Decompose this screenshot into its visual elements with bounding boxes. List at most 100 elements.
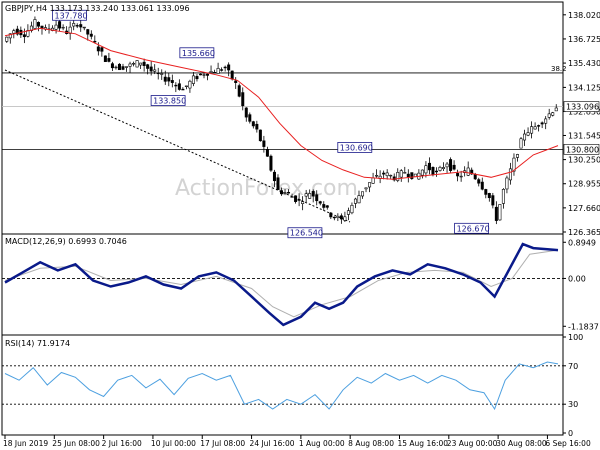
candle-body: [237, 85, 241, 97]
price-tick-label: 131.545: [568, 131, 600, 140]
candle-body: [110, 63, 114, 69]
candle-body: [339, 215, 343, 220]
candle-body: [297, 199, 301, 201]
candle-body: [262, 140, 266, 147]
rsi-line: [4, 361, 559, 411]
time-tick-label: 8 Aug 08:00: [348, 439, 394, 448]
candle-body: [181, 88, 185, 91]
macd-tick-label: -1.1837: [568, 322, 599, 331]
candle-body: [477, 179, 481, 184]
candle-body: [195, 76, 199, 80]
macd-header: MACD(12,26,9) 0.6993 0.7046: [5, 237, 127, 246]
candle-body: [350, 204, 354, 214]
candle-body: [128, 63, 132, 67]
candle-body: [269, 155, 273, 171]
candle-body: [431, 166, 435, 175]
candle-body: [107, 58, 111, 62]
candle-body: [22, 34, 26, 38]
candle-body: [202, 74, 206, 76]
price-tick-label: 138.020: [568, 11, 600, 20]
candle-body: [139, 62, 143, 66]
candle-body: [283, 192, 287, 194]
candle-body: [438, 166, 442, 171]
candle-body: [174, 84, 178, 87]
candle-body: [146, 64, 150, 69]
candle-body: [121, 66, 125, 70]
candle-body: [353, 198, 357, 204]
time-tick-label: 17 Jul 08:00: [200, 439, 245, 448]
candle-body: [167, 77, 171, 82]
time-axis: 18 Jun 2019 25 Jun 08:00 2 Jul 16:00 10 Jul…: [3, 435, 591, 448]
candle-body: [311, 191, 315, 197]
candle-body: [287, 191, 291, 194]
candle-body: [399, 170, 403, 178]
candle-body: [396, 172, 400, 181]
candle-body: [540, 122, 544, 125]
candle-body: [12, 30, 16, 34]
candle-body: [198, 73, 202, 76]
candle-body: [29, 25, 33, 31]
candle-body: [544, 118, 548, 124]
candle-body: [79, 24, 83, 28]
candle-body: [547, 113, 551, 118]
candle-series: [5, 16, 558, 225]
time-tick-label: 2 Jul 16:00: [102, 439, 142, 448]
candle-body: [452, 164, 456, 170]
candle-body: [308, 193, 312, 199]
support-price-label: 130.800: [566, 145, 599, 154]
candle-body: [343, 216, 347, 221]
candle-body: [142, 61, 146, 66]
candle-body: [125, 66, 129, 68]
candle-body: [213, 72, 217, 74]
time-tick-label: 1 Aug 00:00: [299, 439, 345, 448]
price-axis: 138.020 136.725 135.430 134.125 132.830 131.5…: [563, 11, 600, 237]
candle-body: [533, 126, 537, 130]
candle-body: [248, 114, 252, 122]
price-tick-label: 132.830: [568, 108, 600, 117]
time-tick-label: 23 Aug 00:00: [447, 439, 498, 448]
candle-body: [487, 193, 491, 199]
candle-body: [234, 80, 238, 83]
candle-body: [494, 206, 498, 221]
candle-body: [54, 24, 58, 30]
candle-body: [290, 196, 294, 198]
candle-body: [149, 66, 153, 72]
candle-body: [466, 167, 470, 176]
candle-body: [445, 163, 449, 168]
time-tick-label: 24 Jul 16:00: [250, 439, 295, 448]
candle-body: [336, 215, 340, 218]
price-annotation-label: 126.670: [457, 224, 490, 233]
candle-body: [220, 69, 224, 71]
candle-body: [230, 70, 234, 80]
rsi-tick-label: 30: [568, 400, 578, 409]
candle-body: [15, 28, 19, 35]
price-tick-label: 128.955: [568, 180, 600, 189]
candle-body: [72, 23, 76, 27]
macd-axis: 0.8949 0.00 -1.1837: [563, 238, 599, 331]
candle-body: [132, 63, 136, 65]
candle-body: [5, 36, 9, 42]
candle-body: [276, 177, 280, 190]
macd-tick-label: 0.00: [568, 274, 586, 283]
candle-body: [33, 19, 37, 29]
candle-body: [86, 29, 90, 35]
candle-body: [156, 72, 160, 75]
price-annotation-box: [337, 142, 373, 153]
candle-body: [322, 204, 326, 208]
candle-body: [403, 172, 407, 174]
candle-body: [329, 212, 333, 218]
candle-body: [537, 125, 541, 127]
time-tick-label: 10 Jul 00:00: [151, 439, 196, 448]
candle-body: [505, 177, 509, 190]
time-tick-label: 25 Jun 08:00: [52, 439, 100, 448]
candle-body: [420, 169, 424, 176]
price-levels: 38.2 130.800 133.096: [2, 65, 600, 155]
candle-body: [385, 172, 389, 177]
candle-body: [551, 112, 555, 116]
support-price-tag: [563, 144, 600, 155]
candle-body: [301, 201, 305, 205]
candle-body: [473, 174, 477, 180]
candle-body: [519, 138, 523, 149]
candle-body: [209, 71, 213, 73]
macd-line: [4, 242, 559, 327]
